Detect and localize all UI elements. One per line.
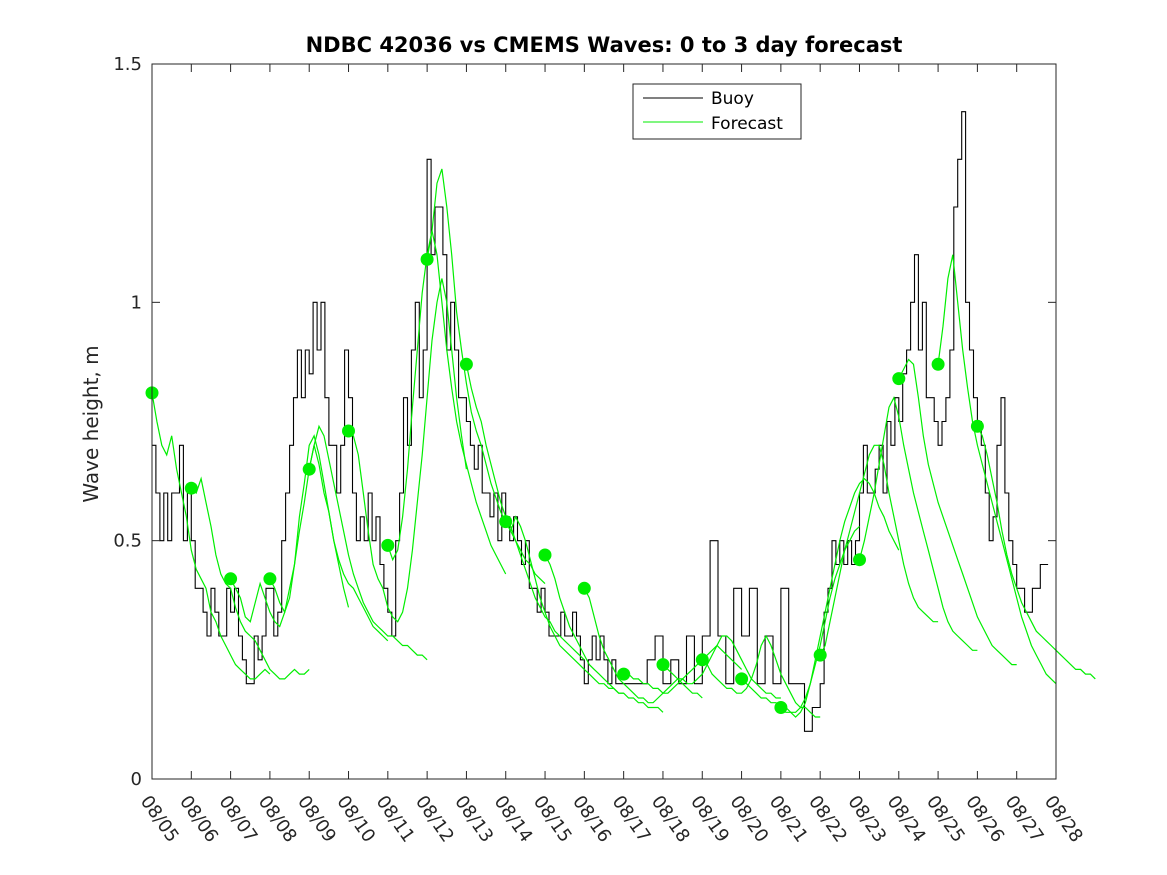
x-tick-label: 08/14 xyxy=(490,792,537,847)
forecast-line xyxy=(819,444,939,656)
forecast-start-point xyxy=(695,653,709,667)
y-tick-label: 1 xyxy=(131,292,142,313)
forecast-start-point xyxy=(381,538,395,552)
forecast-line xyxy=(505,515,624,694)
x-tick-label: 08/10 xyxy=(332,792,379,847)
x-tick-label: 08/16 xyxy=(568,792,615,847)
y-tick-label: 0 xyxy=(131,769,142,790)
forecast-start-point xyxy=(577,581,591,595)
buoy-series-layer xyxy=(152,111,1049,732)
x-tick-label: 08/06 xyxy=(175,792,222,847)
x-tick-label: 08/24 xyxy=(883,792,930,847)
plot-frame xyxy=(151,63,1057,780)
x-tick-label: 08/17 xyxy=(608,792,655,847)
forecast-line xyxy=(741,525,860,713)
x-tick-label: 08/21 xyxy=(765,792,812,847)
x-tick-label: 08/22 xyxy=(804,792,851,847)
forecast-line xyxy=(898,358,1017,666)
forecast-start-point xyxy=(459,357,473,371)
legend-box xyxy=(632,83,802,140)
forecast-line xyxy=(937,254,1057,685)
legend: Buoy Forecast xyxy=(632,83,802,140)
forecast-line xyxy=(426,168,546,585)
forecast-start-point xyxy=(853,553,866,567)
forecast-series-layer xyxy=(151,168,1096,718)
chart-title: NDBC 42036 vs CMEMS Waves: 0 to 3 day fo… xyxy=(306,33,903,57)
x-tick-label: 08/11 xyxy=(372,792,419,847)
y-axis-label: Wave height, m xyxy=(79,345,103,502)
forecast-line xyxy=(544,554,664,713)
forecast-start-point xyxy=(617,667,631,681)
forecast-start-point xyxy=(735,672,749,686)
x-tick-label: 08/08 xyxy=(254,792,301,847)
forecast-line xyxy=(465,364,585,661)
forecast-start-point xyxy=(892,372,906,386)
forecast-start-points-layer xyxy=(145,252,984,714)
forecast-line xyxy=(269,434,389,642)
forecast-line xyxy=(151,392,271,680)
forecast-line xyxy=(387,230,507,575)
plot-area xyxy=(152,64,1056,779)
x-tick-label: 08/15 xyxy=(529,792,576,847)
x-tick-label: 08/18 xyxy=(647,792,694,847)
forecast-start-point xyxy=(774,701,788,714)
forecast-line xyxy=(190,476,310,680)
x-tick-label: 08/12 xyxy=(411,792,458,847)
x-tick-label: 08/07 xyxy=(215,792,262,847)
legend-buoy-label: Buoy xyxy=(711,89,754,109)
y-tick-label: 1.5 xyxy=(113,54,142,75)
forecast-line xyxy=(583,588,703,704)
forecast-line xyxy=(780,477,900,718)
y-tick-label: 0.5 xyxy=(113,531,142,552)
forecast-start-point xyxy=(184,481,198,495)
forecast-start-point xyxy=(656,658,670,672)
legend-forecast-label: Forecast xyxy=(711,114,783,134)
forecast-line xyxy=(348,278,467,623)
forecast-start-point xyxy=(342,424,355,438)
x-tick-label: 08/27 xyxy=(1001,792,1048,847)
x-tick-label: 08/28 xyxy=(1040,792,1087,847)
x-tick-label: 08/13 xyxy=(450,792,497,847)
x-tick-label: 08/09 xyxy=(293,792,340,847)
buoy-line xyxy=(152,111,1049,732)
forecast-start-point xyxy=(813,648,827,662)
x-tick-label: 08/23 xyxy=(843,792,890,847)
x-tick-label: 08/26 xyxy=(961,792,1008,847)
forecast-start-point xyxy=(538,548,552,562)
x-tick-label: 08/25 xyxy=(922,792,969,847)
forecast-start-point xyxy=(420,252,434,266)
x-tick-label: 08/19 xyxy=(686,792,733,847)
forecast-line xyxy=(308,424,428,661)
forecast-line xyxy=(976,426,1096,680)
x-tick-label: 08/05 xyxy=(136,792,183,847)
forecast-start-point xyxy=(931,357,945,371)
forecast-start-point xyxy=(970,419,984,433)
forecast-start-point xyxy=(263,572,277,586)
forecast-line xyxy=(858,396,978,651)
forecast-start-point xyxy=(499,515,513,529)
forecast-line xyxy=(662,635,781,699)
x-tick-label: 08/20 xyxy=(726,792,773,847)
forecast-start-point xyxy=(302,462,316,476)
forecast-start-point xyxy=(224,572,238,586)
